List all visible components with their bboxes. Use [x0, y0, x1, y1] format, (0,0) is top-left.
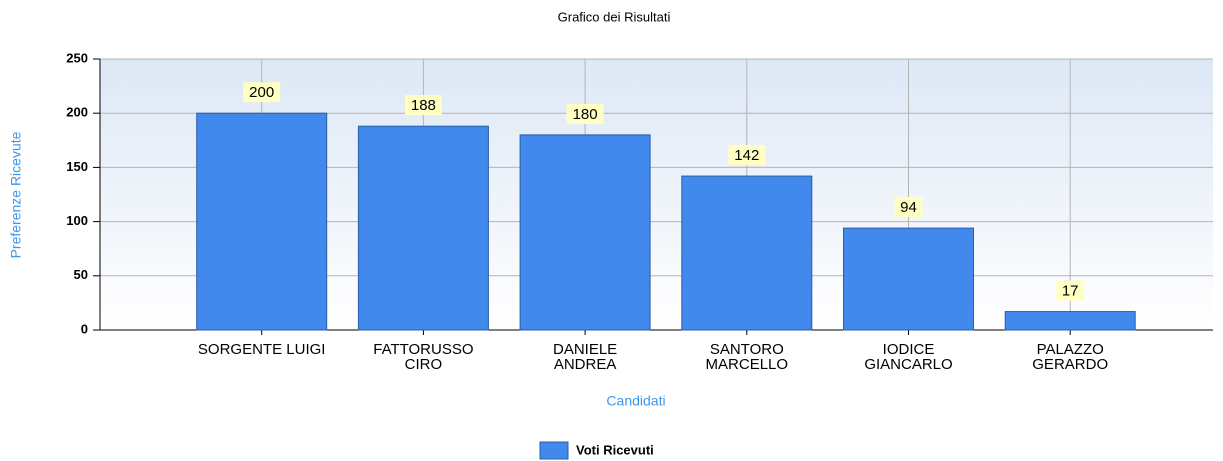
value-label: 200	[249, 84, 274, 101]
bar	[1004, 311, 1136, 331]
legend-label: Voti Ricevuti	[576, 442, 654, 457]
value-label-bg	[404, 95, 442, 116]
value-label: 94	[900, 199, 917, 216]
y-axis-title: Preferenze Ricevute	[8, 131, 24, 258]
y-tick-label: 200	[66, 105, 88, 120]
value-label: 17	[1062, 283, 1079, 300]
y-tick-label: 50	[74, 267, 88, 282]
x-tick-label: SANTORO MARCELLO	[705, 341, 789, 373]
legend-swatch	[539, 441, 569, 460]
bar	[196, 112, 328, 331]
bar	[681, 175, 813, 331]
x-tick-label: DANIELE ANDREA	[552, 341, 618, 373]
value-label-bg	[1056, 280, 1085, 301]
y-tick-label: 250	[66, 50, 88, 65]
x-tick-label: SORGENTE LUIGI	[197, 341, 326, 358]
bar	[519, 134, 651, 331]
x-tick-label: FATTORUSSO CIRO	[373, 341, 474, 373]
y-tick-label: 100	[66, 213, 88, 228]
value-label-bg	[894, 197, 923, 218]
value-label-bg	[566, 103, 604, 124]
x-axis-title: Candidati	[606, 393, 665, 409]
chart-title: Grafico dei Risultati	[558, 9, 671, 24]
value-label-bg	[243, 82, 281, 103]
y-tick-label: 0	[81, 321, 88, 336]
value-label: 142	[734, 147, 759, 164]
x-tick-label: IODICE GIANCARLO	[864, 341, 953, 373]
value-label: 180	[573, 106, 598, 123]
value-label: 188	[411, 97, 436, 114]
y-tick-label: 150	[66, 159, 88, 174]
value-label-bg	[728, 145, 766, 166]
bar	[357, 125, 489, 331]
x-tick-label: PALAZZO GERARDO	[1032, 341, 1109, 373]
bar	[843, 227, 974, 331]
